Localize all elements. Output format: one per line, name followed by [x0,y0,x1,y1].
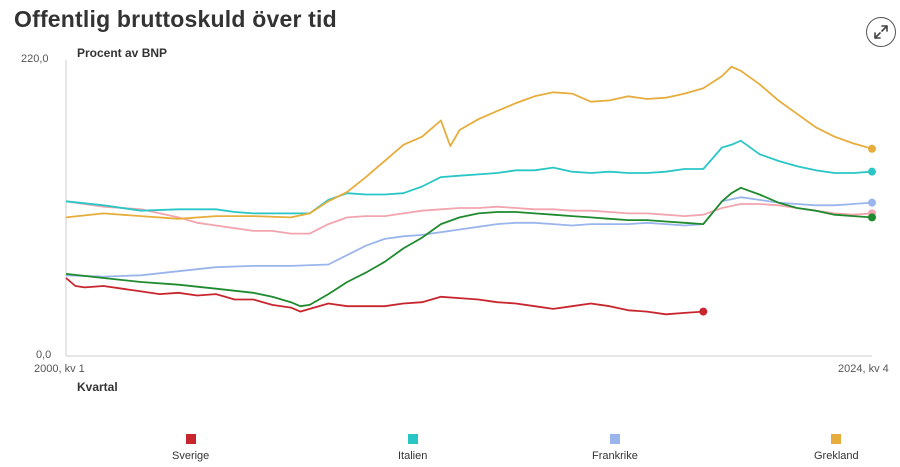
series-line-italien [65,139,873,215]
legend-item-italien[interactable]: Italien [398,434,427,462]
series-end-point-italien [868,167,876,176]
legend-swatch [407,434,418,444]
x-tick-start: 2000, kv 1 [34,363,85,375]
legend-item-frankrike[interactable]: Frankrike [592,434,638,462]
series-end-point-sverige [699,307,708,316]
x-tick-end: 2024, kv 4 [838,363,889,375]
legend-swatch [831,434,842,444]
legend-swatch [185,434,196,444]
series-line-series-4 [65,200,873,235]
y-tick-bottom: 0,0 [36,349,52,361]
series-end-point-grekland [868,144,876,153]
expand-button[interactable] [866,17,896,47]
series-line-series-5 [65,186,873,308]
series-line-frankrike [65,196,873,278]
legend-label: Grekland [814,450,859,462]
legend-swatch [609,434,620,444]
series-line-sverige [65,277,704,316]
legend-item-grekland[interactable]: Grekland [814,434,859,462]
series-line-grekland [65,65,873,220]
y-tick-top: 220,0 [21,53,49,65]
series-end-point-frankrike [868,198,876,207]
y-axis-label: Procent av BNP [77,46,168,60]
expand-diagonal-icon [874,25,888,39]
chart-title: Offentlig bruttoskuld över tid [14,6,337,32]
series-end-point-series-5 [868,213,876,222]
legend-label: Italien [398,450,428,462]
legend-label: Sverige [172,450,210,462]
legend-item-sverige[interactable]: Sverige [172,434,209,462]
legend-label: Frankrike [592,450,638,462]
x-axis-label: Kvartal [77,380,118,394]
